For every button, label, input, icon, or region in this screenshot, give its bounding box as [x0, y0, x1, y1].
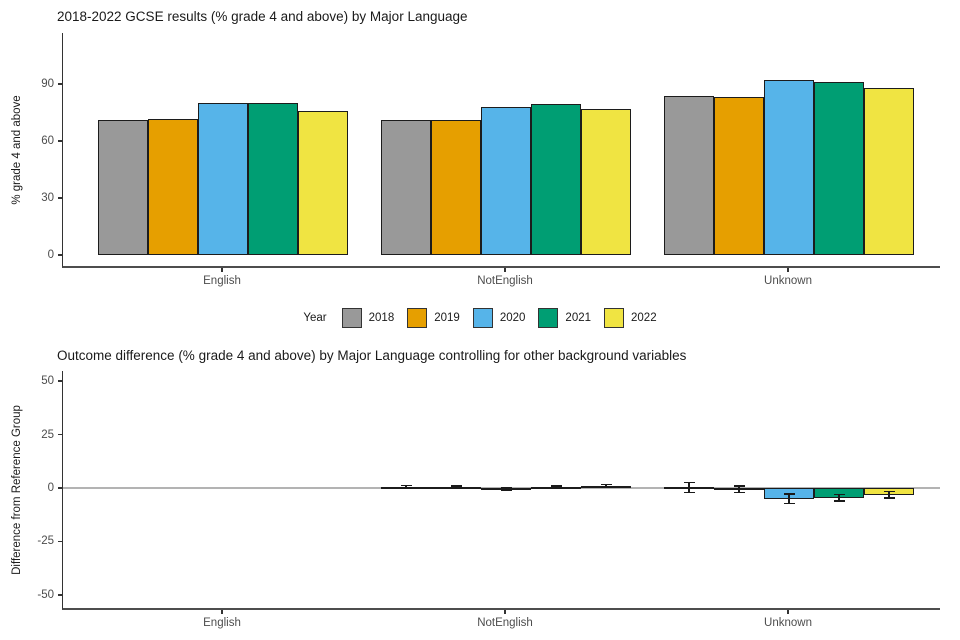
error-bar-cap [733, 491, 745, 494]
error-bar-cap [450, 485, 462, 487]
x-tick-mark [787, 610, 789, 614]
error-bar-cap [683, 491, 695, 494]
bar-notenglish-2022 [581, 109, 631, 255]
y-tick-mark [58, 197, 62, 199]
bar-unknown-2021 [814, 81, 864, 255]
x-tick-mark [221, 610, 223, 614]
legend-items: 2018 2019 2020 2021 2022 [341, 308, 657, 328]
error-bar-cap [683, 481, 695, 484]
legend-swatch-2022 [604, 308, 625, 328]
bottom-chart-panel [62, 371, 940, 610]
error-bar [405, 485, 407, 488]
legend-label-2019: 2019 [434, 312, 460, 324]
error-bar-cap [733, 485, 745, 487]
legend-item-2020: 2020 [472, 308, 526, 328]
y-tick-mark [58, 540, 62, 543]
x-tick-label-notenglish: NotEnglish [477, 275, 533, 287]
error-bar [688, 482, 690, 493]
error-bar-cap [450, 487, 462, 490]
y-tick-mark [58, 140, 62, 142]
y-tick-label: 25 [41, 428, 54, 441]
bar-notenglish-2020 [481, 106, 531, 255]
x-tick-label-english: English [203, 275, 241, 287]
error-bar-cap [600, 483, 612, 486]
bar-english-2019 [148, 118, 198, 255]
bar-notenglish-2021 [531, 103, 581, 255]
legend-swatch-2018 [341, 308, 362, 328]
legend-label-2022: 2022 [631, 312, 657, 324]
bar-notenglish-2019 [431, 119, 481, 255]
x-tick-mark [787, 268, 789, 272]
legend-item-2018: 2018 [341, 308, 395, 328]
bar-unknown-2022 [864, 87, 914, 255]
top-chart-title: 2018-2022 GCSE results (% grade 4 and ab… [57, 9, 468, 24]
legend-swatch-2021 [538, 308, 559, 328]
error-bar-cap [833, 500, 845, 502]
y-tick-mark [58, 487, 62, 489]
error-bar-cap [500, 486, 512, 489]
bar-unknown-2020 [764, 80, 814, 255]
y-tick-label: 90 [41, 78, 54, 90]
y-tick-mark [58, 83, 62, 85]
legend-title: Year [303, 312, 327, 324]
x-tick-label-notenglish: NotEnglish [477, 617, 533, 629]
error-bar-cap [550, 487, 562, 490]
legend-label-2021: 2021 [565, 312, 592, 324]
bottom-chart-title: Outcome difference (% grade 4 and above)… [57, 348, 687, 363]
legend-label-2020: 2020 [499, 312, 526, 324]
error-bar-cap [833, 493, 845, 496]
legend-swatch-2019 [407, 308, 428, 328]
error-bar [838, 494, 840, 502]
bar-unknown-2018 [664, 95, 714, 255]
error-bar-cap [400, 487, 412, 489]
y-tick-label: 50 [41, 375, 54, 388]
y-tick-mark [58, 433, 62, 436]
error-bar [505, 487, 507, 491]
bar-english-2018 [98, 119, 148, 255]
bar-unknown-2019 [714, 96, 764, 255]
x-tick-label-unknown: Unknown [764, 275, 812, 287]
x-tick-label-english: English [203, 617, 241, 629]
top-y-axis-title: % grade 4 and above [11, 95, 23, 205]
error-bar [555, 486, 557, 489]
error-bar-cap [883, 490, 895, 493]
y-tick-label: 0 [47, 249, 54, 261]
error-bar [605, 484, 607, 488]
error-bar-cap [400, 484, 412, 487]
y-tick-label: 60 [41, 135, 54, 147]
error-bar [888, 491, 890, 499]
error-bar-cap [783, 502, 795, 505]
x-tick-label-unknown: Unknown [764, 617, 812, 629]
y-tick-mark [58, 254, 62, 256]
bar-notenglish-2018 [381, 120, 431, 255]
legend-item-2021: 2021 [538, 308, 591, 328]
top-chart-panel [62, 33, 940, 268]
y-tick-label: -50 [37, 588, 54, 601]
y-tick-label: 0 [47, 482, 54, 494]
error-bar-cap [550, 485, 562, 487]
y-tick-mark [58, 380, 62, 382]
error-bar [455, 485, 457, 489]
error-bar-cap [883, 497, 895, 499]
error-bar-cap [500, 489, 512, 491]
error-bar [788, 493, 790, 504]
x-tick-mark [504, 610, 506, 614]
bar-english-2020 [198, 102, 248, 255]
y-tick-label: 30 [41, 192, 54, 204]
x-tick-mark [221, 268, 223, 272]
legend: Year 2018 2019 2020 2021 2022 [0, 304, 960, 332]
x-tick-mark [504, 268, 506, 272]
error-bar-cap [600, 486, 612, 488]
y-tick-mark [58, 594, 62, 596]
error-bar-cap [783, 493, 795, 495]
legend-label-2018: 2018 [368, 312, 395, 324]
bar-english-2021 [248, 102, 298, 255]
error-bar [738, 485, 740, 493]
y-tick-label: -25 [37, 535, 54, 548]
bar-english-2022 [298, 110, 348, 255]
legend-item-2022: 2022 [604, 308, 657, 328]
legend-swatch-2020 [472, 308, 493, 328]
legend-item-2019: 2019 [407, 308, 460, 328]
